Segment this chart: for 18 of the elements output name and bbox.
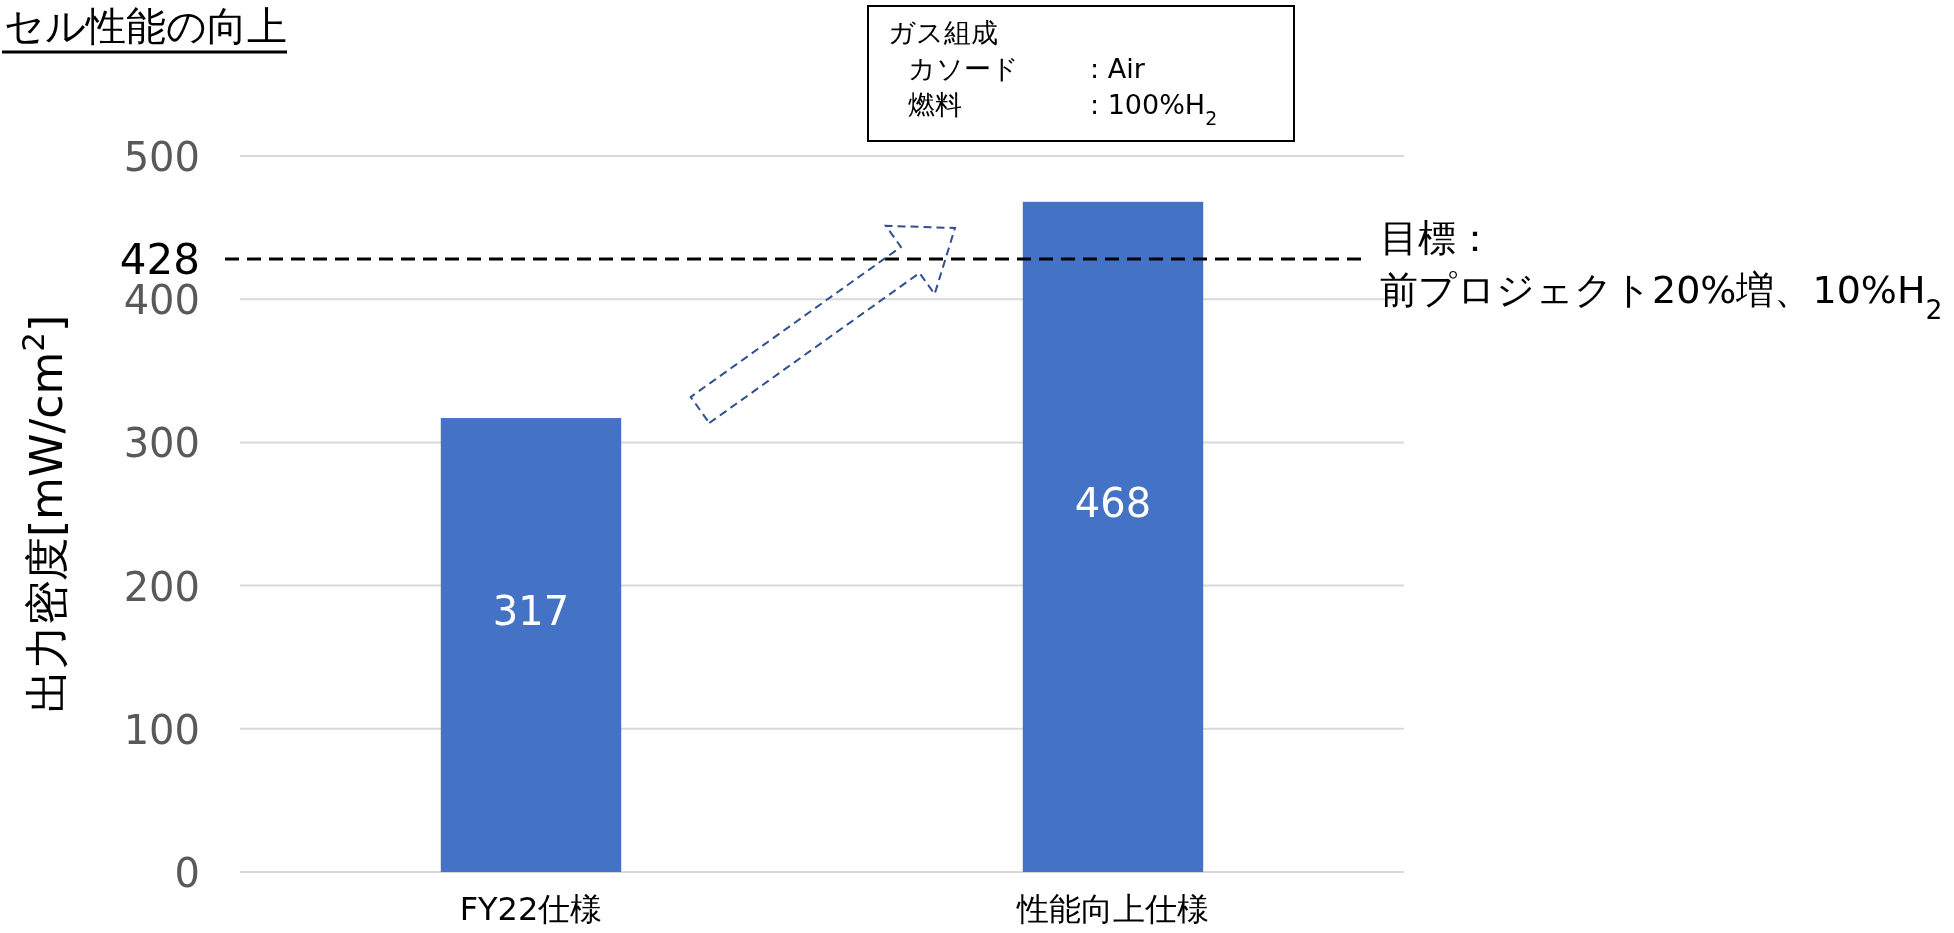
text: 燃料 (908, 89, 962, 120)
y-tick-label: 100 (123, 706, 200, 753)
chart-title: セル性能の向上 (4, 3, 287, 49)
data-label: 468 (1074, 479, 1152, 526)
y-tick-label: 0 (174, 850, 200, 896)
text: カソード (908, 53, 1019, 84)
text: ガス組成 (888, 17, 998, 48)
data-label: 317 (492, 588, 570, 635)
y-tick-label: 200 (123, 563, 200, 610)
x-tick-label: FY22仕様 (459, 890, 603, 928)
text: : Air (1090, 53, 1146, 84)
x-tick-label: 性能向上仕様 (1016, 890, 1209, 928)
y-tick-label: 400 (123, 277, 200, 324)
y-tick-label: 300 (123, 420, 200, 467)
text: : 100%H$_{2}$ (1090, 89, 1218, 129)
y-tick-label: 500 (123, 134, 200, 180)
annotation: 前プロジェクト20%増、10%H$_{2}$ (1380, 268, 1943, 325)
ref-line-label: 目標： (1380, 216, 1494, 261)
